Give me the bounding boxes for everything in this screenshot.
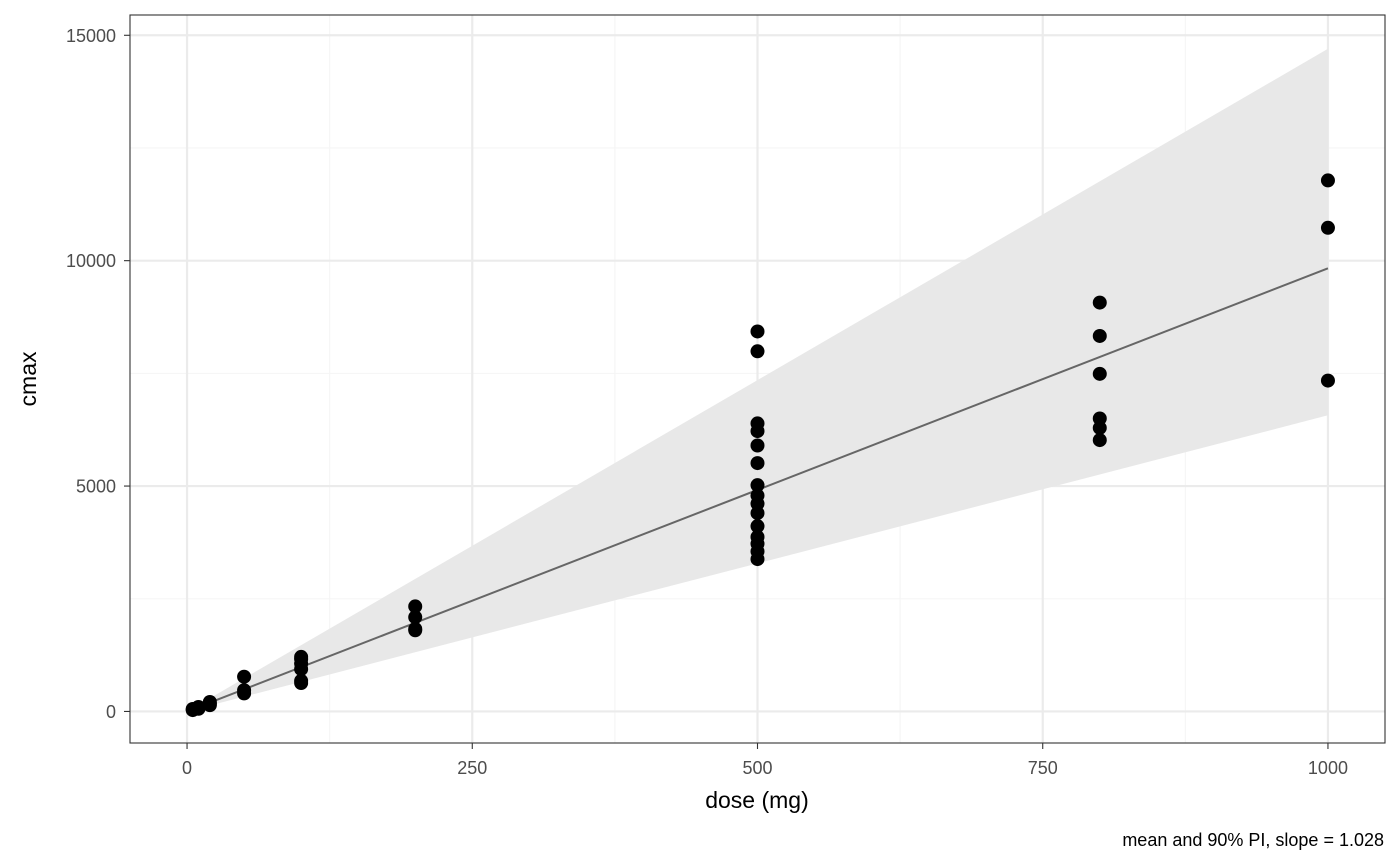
data-point [408,610,423,625]
y-tick-label: 5000 [76,477,116,497]
data-point [750,344,765,359]
y-axis: 0 5000 10000 15000 [66,26,130,722]
data-point [1092,328,1107,343]
data-point [750,478,765,493]
data-point [237,669,252,684]
x-tick-label: 1000 [1308,758,1348,778]
chart-caption: mean and 90% PI, slope = 1.028 [1122,830,1384,850]
data-point [237,683,252,698]
data-point [408,599,423,614]
x-axis: 0 250 500 750 1000 [182,743,1348,778]
data-point [750,488,765,503]
data-point [294,673,309,688]
data-point [1092,411,1107,426]
y-tick-label: 0 [106,702,116,722]
data-point [750,416,765,431]
x-tick-label: 250 [457,758,487,778]
data-point [750,324,765,339]
x-tick-label: 500 [742,758,772,778]
data-points [185,173,1335,718]
x-axis-title: dose (mg) [705,787,809,813]
data-point [1320,373,1335,388]
data-point [202,694,217,709]
data-point [408,621,423,636]
data-point [750,519,765,534]
data-point [1320,220,1335,235]
prediction-interval-band [187,48,1328,712]
y-tick-label: 10000 [66,251,116,271]
x-tick-label: 0 [182,758,192,778]
data-point [750,529,765,544]
y-tick-label: 15000 [66,26,116,46]
y-axis-title: cmax [15,351,41,406]
data-point [1092,433,1107,448]
data-point [750,438,765,453]
data-point [191,699,206,714]
data-point [1092,366,1107,381]
data-point [294,649,309,664]
data-point [1092,295,1107,310]
data-point [1320,173,1335,188]
x-tick-label: 750 [1028,758,1058,778]
data-point [750,456,765,471]
